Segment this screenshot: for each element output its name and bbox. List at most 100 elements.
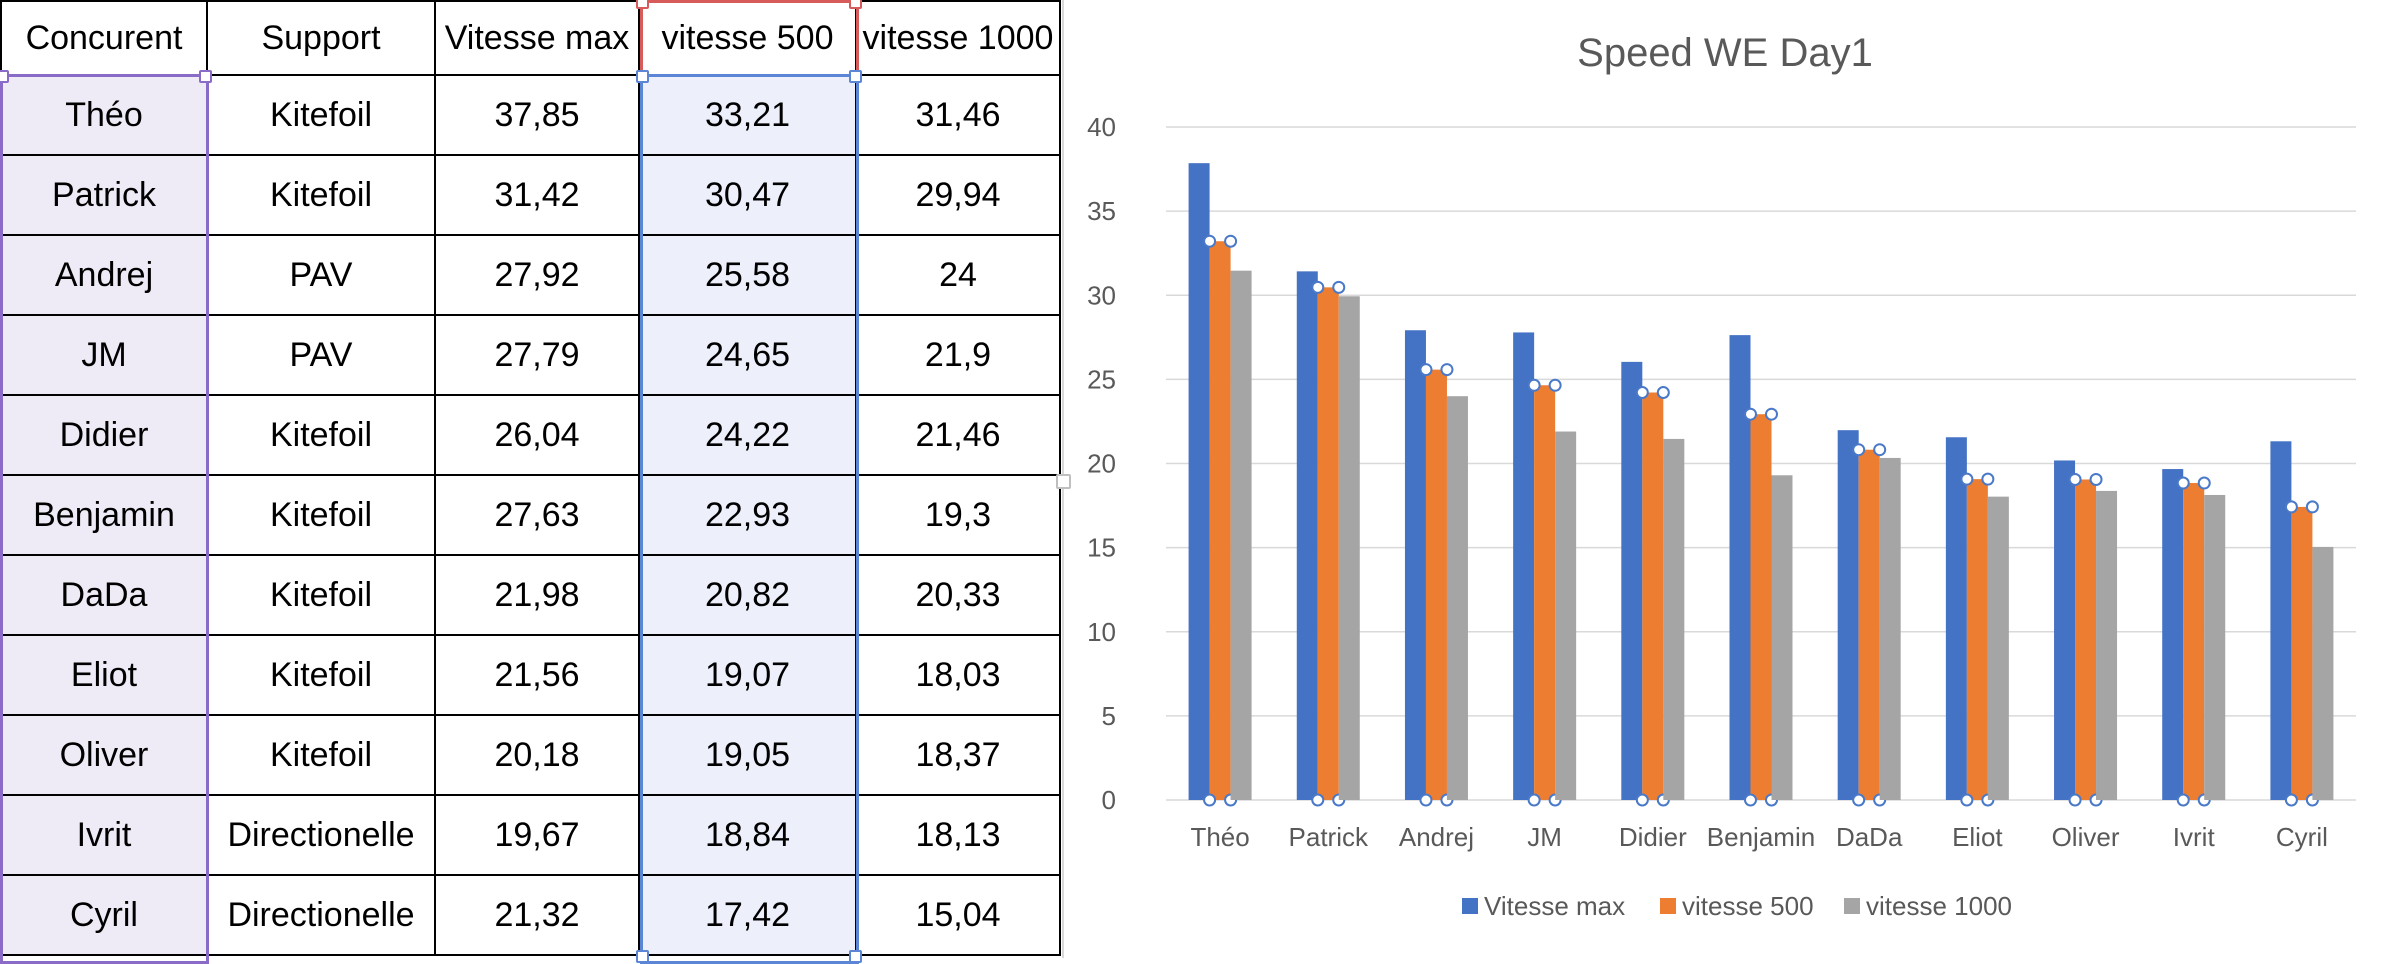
selection-handle[interactable] <box>849 0 862 9</box>
selection-point-handle[interactable] <box>1981 472 1995 486</box>
bar-vitesse-max[interactable] <box>2162 469 2184 800</box>
selection-point-handle[interactable] <box>1332 280 1346 294</box>
cell-support[interactable]: Kitefoil <box>206 714 436 796</box>
selection-point-handle[interactable] <box>1203 793 1217 807</box>
selection-handle[interactable] <box>636 950 649 963</box>
cell-concurent[interactable]: Andrej <box>0 234 208 316</box>
cell-support[interactable]: Kitefoil <box>206 394 436 476</box>
cell-vitesse-500[interactable]: 24,65 <box>638 314 857 396</box>
bar-vitesse-max[interactable] <box>1837 430 1859 800</box>
selection-point-handle[interactable] <box>2197 476 2211 490</box>
cell-vitesse-1000[interactable]: 31,46 <box>855 74 1061 156</box>
bar-vitesse-1000[interactable] <box>1987 496 2009 800</box>
cell-vitesse-1000[interactable]: 21,46 <box>855 394 1061 476</box>
header-cell-vitesse-1000[interactable]: vitesse 1000 <box>855 0 1061 76</box>
selection-point-handle[interactable] <box>1744 407 1757 421</box>
cell-support[interactable]: PAV <box>206 234 436 316</box>
bar-vitesse-500[interactable] <box>2075 479 2097 800</box>
cell-vitesse-max[interactable]: 21,98 <box>434 554 640 636</box>
bar-vitesse-max[interactable] <box>1404 330 1426 800</box>
cell-vitesse-max[interactable]: 26,04 <box>434 394 640 476</box>
bar-vitesse-max[interactable] <box>1729 335 1751 800</box>
selection-point-handle[interactable] <box>2284 793 2298 807</box>
header-cell-support[interactable]: Support <box>206 0 436 76</box>
cell-concurent[interactable]: JM <box>0 314 208 396</box>
bar-vitesse-1000[interactable] <box>1555 431 1577 800</box>
cell-vitesse-500[interactable]: 19,07 <box>638 634 857 716</box>
bar-vitesse-1000[interactable] <box>2204 494 2226 800</box>
cell-vitesse-1000[interactable]: 20,33 <box>855 554 1061 636</box>
header-cell-concurent[interactable]: Concurent <box>0 0 208 76</box>
cell-vitesse-1000[interactable]: 21,9 <box>855 314 1061 396</box>
selection-point-handle[interactable] <box>1873 443 1887 457</box>
bar-vitesse-500[interactable] <box>1317 287 1339 800</box>
cell-vitesse-1000[interactable]: 18,03 <box>855 634 1061 716</box>
bar-vitesse-500[interactable] <box>2291 506 2313 800</box>
cell-vitesse-1000[interactable]: 18,37 <box>855 714 1061 796</box>
selection-point-handle[interactable] <box>1960 793 1974 807</box>
selection-point-handle[interactable] <box>1311 280 1325 294</box>
selection-point-handle[interactable] <box>2089 472 2103 486</box>
bar-vitesse-1000[interactable] <box>1771 475 1793 800</box>
cell-support[interactable]: Kitefoil <box>206 154 436 236</box>
cell-vitesse-max[interactable]: 27,79 <box>434 314 640 396</box>
header-cell-vitesse-500[interactable]: vitesse 500 <box>638 0 857 76</box>
cell-vitesse-500[interactable]: 22,93 <box>638 474 857 556</box>
cell-vitesse-500[interactable]: 19,05 <box>638 714 857 796</box>
cell-concurent[interactable]: Didier <box>0 394 208 476</box>
selection-point-handle[interactable] <box>2305 500 2319 514</box>
cell-vitesse-500[interactable]: 24,22 <box>638 394 857 476</box>
cell-vitesse-500[interactable]: 25,58 <box>638 234 857 316</box>
cell-vitesse-max[interactable]: 31,42 <box>434 154 640 236</box>
cell-support[interactable]: Directionelle <box>206 794 436 876</box>
cell-vitesse-max[interactable]: 27,92 <box>434 234 640 316</box>
bar-vitesse-max[interactable] <box>2054 460 2076 800</box>
cell-vitesse-500[interactable]: 17,42 <box>638 874 857 956</box>
cell-support[interactable]: Directionelle <box>206 874 436 956</box>
cell-support[interactable]: Kitefoil <box>206 634 436 716</box>
chart-title[interactable]: Speed WE Day1 <box>1577 31 1873 75</box>
selection-point-handle[interactable] <box>2068 793 2082 807</box>
selection-handle[interactable] <box>636 70 649 83</box>
cell-vitesse-1000[interactable]: 18,13 <box>855 794 1061 876</box>
cell-concurent[interactable]: Ivrit <box>0 794 208 876</box>
bar-vitesse-500[interactable] <box>1534 385 1556 800</box>
selection-point-handle[interactable] <box>1765 407 1778 421</box>
bar-vitesse-500[interactable] <box>1858 449 1880 800</box>
selection-point-handle[interactable] <box>1852 793 1866 807</box>
selection-point-handle[interactable] <box>1311 793 1325 807</box>
legend-label[interactable]: Vitesse max <box>1484 891 1625 921</box>
bar-vitesse-1000[interactable] <box>1663 438 1685 800</box>
selection-handle[interactable] <box>636 0 649 9</box>
bar-vitesse-500[interactable] <box>1209 241 1231 800</box>
selection-point-handle[interactable] <box>1548 378 1562 392</box>
selection-point-handle[interactable] <box>1635 385 1649 399</box>
bar-vitesse-1000[interactable] <box>1879 457 1901 800</box>
bar-vitesse-1000[interactable] <box>2096 490 2118 800</box>
selection-point-handle[interactable] <box>1527 378 1541 392</box>
cell-concurent[interactable]: Oliver <box>0 714 208 796</box>
cell-vitesse-500[interactable]: 33,21 <box>638 74 857 156</box>
bar-vitesse-500[interactable] <box>1425 369 1447 800</box>
chart-resize-handle[interactable] <box>1056 474 1071 489</box>
bar-chart[interactable]: Speed WE Day1 0 5 10 15 20 25 30 35 40 Théo Patri… <box>1066 0 2390 958</box>
selection-point-handle[interactable] <box>1527 793 1541 807</box>
cell-vitesse-500[interactable]: 30,47 <box>638 154 857 236</box>
bar-vitesse-1000[interactable] <box>1338 296 1360 800</box>
bar-vitesse-max[interactable] <box>1945 437 1967 800</box>
chart-area[interactable]: Speed WE Day1 0 5 10 15 20 25 30 35 40 Théo Patri… <box>1066 0 2390 958</box>
bar-vitesse-max[interactable] <box>1513 332 1535 800</box>
cell-vitesse-max[interactable]: 27,63 <box>434 474 640 556</box>
legend[interactable]: Vitesse max vitesse 500 vitesse 1000 <box>1462 891 2012 921</box>
selection-point-handle[interactable] <box>1419 793 1433 807</box>
cell-concurent[interactable]: Théo <box>0 74 208 156</box>
selection-point-handle[interactable] <box>1440 363 1454 377</box>
cell-vitesse-max[interactable]: 21,32 <box>434 874 640 956</box>
selection-handle[interactable] <box>0 70 9 83</box>
cell-concurent[interactable]: Patrick <box>0 154 208 236</box>
bar-vitesse-1000[interactable] <box>1230 270 1252 800</box>
bar-vitesse-max[interactable] <box>1188 163 1210 800</box>
cell-vitesse-max[interactable]: 37,85 <box>434 74 640 156</box>
bar-vitesse-max[interactable] <box>1296 271 1318 800</box>
selection-point-handle[interactable] <box>1960 472 1974 486</box>
